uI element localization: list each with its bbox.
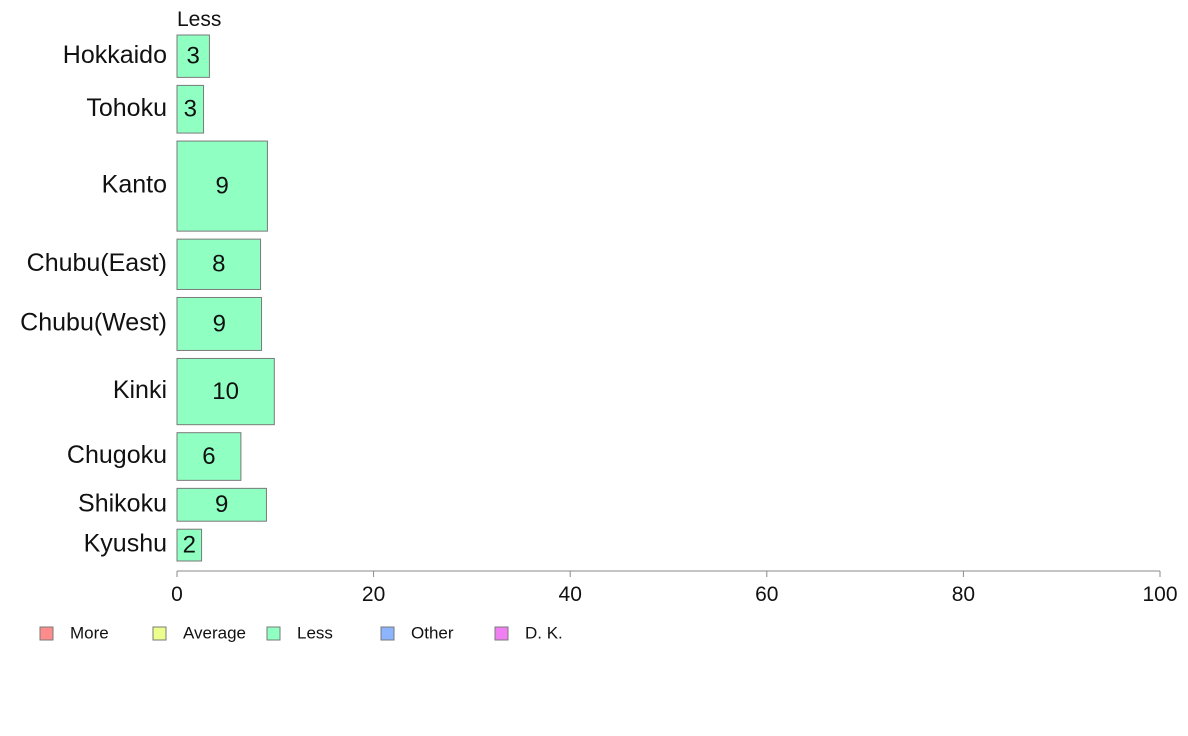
bar-value-label: 9 bbox=[215, 491, 228, 518]
legend-swatch bbox=[39, 626, 54, 641]
legend-label: Other bbox=[411, 623, 454, 642]
x-axis: 0 20 40 60 80 100 bbox=[171, 570, 1178, 606]
category-label: Kanto bbox=[102, 171, 167, 199]
category-label: Chugoku bbox=[67, 441, 167, 469]
bar-value-label: 10 bbox=[212, 378, 239, 405]
bar-value-label: 9 bbox=[216, 172, 229, 199]
series-column-header: Less bbox=[177, 8, 221, 31]
category-label: Chubu(West) bbox=[20, 309, 167, 337]
bar-chubu-east- bbox=[176, 238, 262, 290]
legend-swatch bbox=[380, 626, 395, 641]
legend-label: Average bbox=[183, 623, 246, 642]
legend-label: D. K. bbox=[525, 623, 563, 642]
legend-swatch bbox=[266, 626, 281, 641]
legend-label: Less bbox=[297, 623, 333, 642]
x-tick-label: 0 bbox=[171, 583, 183, 606]
bar-value-label: 3 bbox=[187, 43, 200, 70]
bar-chugoku bbox=[176, 432, 242, 481]
category-label: Tohoku bbox=[86, 94, 167, 122]
bar-group: Hokkaido 3 Tohoku 3 Kanto 9 Chubu(East) 8 Chubu(… bbox=[20, 34, 275, 562]
bar-value-label: 9 bbox=[213, 310, 226, 337]
category-label: Shikoku bbox=[78, 489, 167, 517]
bar-value-label: 8 bbox=[212, 251, 225, 278]
bar-hokkaido bbox=[176, 34, 210, 78]
category-label: Kinki bbox=[113, 376, 167, 404]
bar-tohoku bbox=[176, 84, 205, 134]
x-tick-label: 40 bbox=[559, 583, 582, 606]
bar-value-label: 2 bbox=[183, 531, 196, 558]
bar-shikoku bbox=[176, 487, 267, 522]
bar-chubu-west- bbox=[176, 296, 263, 351]
bar-value-label: 3 bbox=[184, 96, 197, 123]
x-tick-label: 20 bbox=[362, 583, 385, 606]
x-tick-label: 100 bbox=[1142, 583, 1177, 606]
category-label: Chubu(East) bbox=[27, 249, 167, 277]
x-tick-label: 80 bbox=[952, 583, 975, 606]
legend: More Average Less Other D. K. bbox=[39, 623, 563, 642]
legend-label: More bbox=[70, 623, 109, 642]
legend-swatch bbox=[152, 626, 167, 641]
x-tick-label: 60 bbox=[755, 583, 778, 606]
bar-kanto bbox=[176, 140, 268, 232]
bar-kyushu bbox=[176, 528, 203, 562]
bar-kinki bbox=[176, 357, 275, 426]
legend-swatch bbox=[494, 626, 509, 641]
category-label: Hokkaido bbox=[63, 41, 167, 69]
bar-value-label: 6 bbox=[202, 443, 215, 470]
category-label: Kyushu bbox=[84, 530, 167, 558]
